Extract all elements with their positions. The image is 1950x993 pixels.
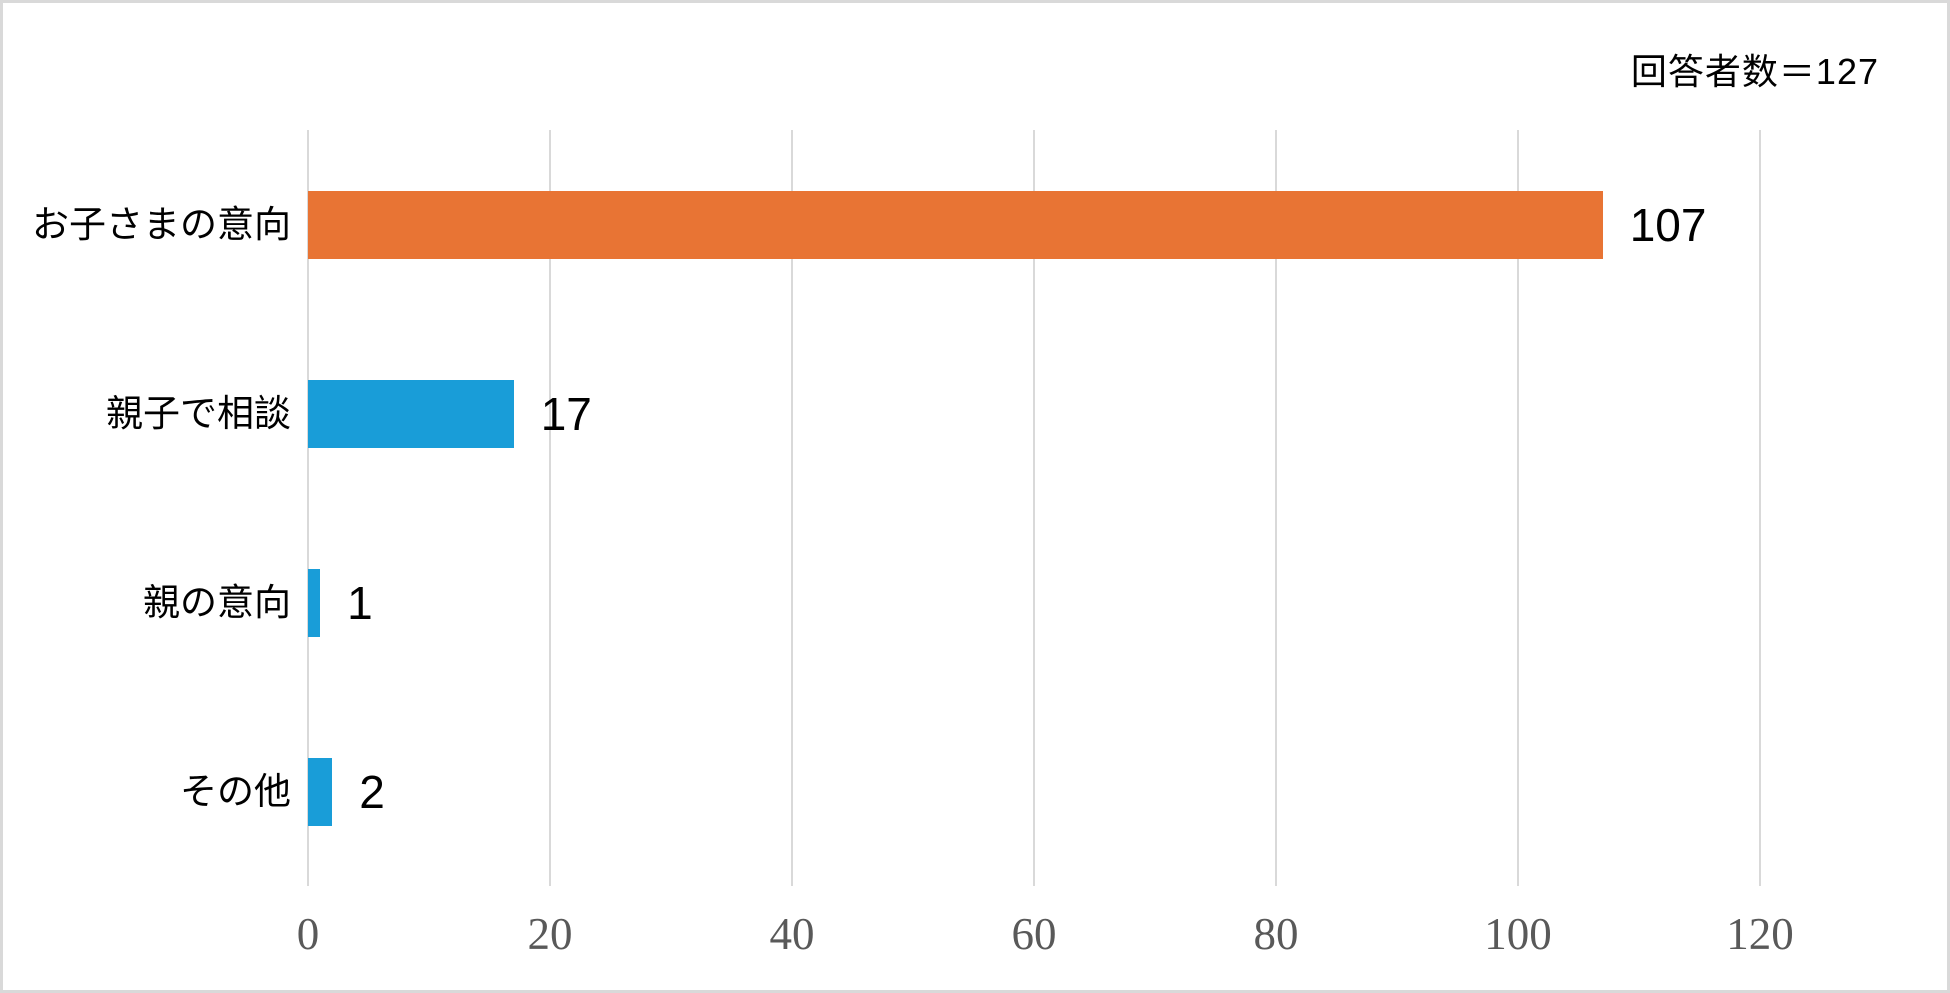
- data-label: 2: [359, 765, 385, 818]
- bar-highlight: [308, 190, 1603, 259]
- data-label: 107: [1629, 198, 1707, 251]
- gridline-x-40: [791, 130, 793, 886]
- x-axis-tick-label: 100: [1484, 909, 1552, 959]
- x-axis-tick-label: 80: [1253, 909, 1299, 959]
- category-label: 親子で相談: [106, 392, 291, 434]
- x-axis-tick-label: 0: [296, 909, 320, 959]
- category-label: その他: [180, 770, 291, 812]
- bar-default: [308, 379, 514, 448]
- gridline-x-0: [307, 130, 309, 886]
- bar-default: [308, 568, 321, 637]
- respondent-count-annotation: 回答者数＝127: [1630, 51, 1879, 92]
- gridline-x-20: [549, 130, 551, 886]
- bar-default: [308, 757, 333, 826]
- x-axis-tick-label: 60: [1011, 909, 1057, 959]
- x-axis-tick-label: 40: [769, 909, 815, 959]
- gridline-x-60: [1033, 130, 1035, 886]
- x-axis-tick-label: 120: [1726, 909, 1794, 959]
- data-label: 1: [347, 576, 373, 629]
- x-axis-tick-label: 20: [527, 909, 573, 959]
- data-label: 17: [540, 387, 592, 440]
- gridline-x-120: [1759, 130, 1761, 886]
- category-label: お子さまの意向: [32, 203, 291, 245]
- category-label: 親の意向: [143, 581, 291, 623]
- gridline-x-80: [1275, 130, 1277, 886]
- gridline-x-100: [1517, 130, 1519, 886]
